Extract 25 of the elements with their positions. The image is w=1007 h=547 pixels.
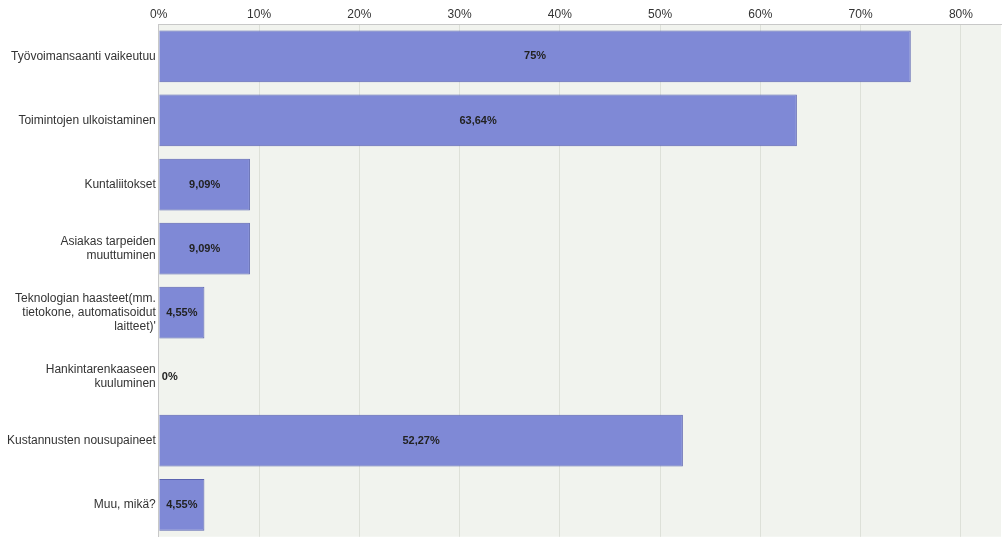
x-tick-label: 70%	[848, 6, 873, 21]
data-label: 4,55%	[166, 497, 198, 510]
x-tick-label: 60%	[748, 6, 773, 21]
y-tick-label: Kustannusten nousupaineet	[6, 433, 157, 448]
data-label: 9,09%	[189, 177, 221, 190]
x-tick-label: 50%	[648, 6, 673, 21]
x-tick-label: 20%	[347, 6, 372, 21]
y-tick-label: Kuntaliitokset	[84, 176, 157, 191]
data-label: 75%	[524, 49, 547, 62]
x-tick-label: 10%	[247, 6, 272, 21]
x-tick-label: 80%	[948, 6, 974, 21]
y-tick-label: Toimintojen ulkoistaminen	[18, 112, 156, 127]
y-tick-label: Asiakas tarpeiden muuttuminen	[60, 233, 156, 263]
data-label: 63,64%	[459, 113, 497, 126]
data-label: 0%	[161, 369, 178, 382]
y-tick-label: Muu, mikä?	[93, 497, 157, 512]
y-tick-label: Teknologian haasteet(mm. tietokone, automatisoidut laitteet)'	[15, 290, 157, 334]
data-label: 4,55%	[166, 305, 198, 318]
y-tick-label: Työvoimansaanti vaikeutuu	[11, 48, 156, 63]
x-tick-label: 30%	[447, 6, 472, 21]
data-label: 52,27%	[402, 433, 440, 446]
y-tick-label: Hankintarenkaaseen kuuluminen	[45, 361, 156, 391]
x-tick-label: 40%	[547, 6, 573, 21]
data-label: 9,09%	[189, 241, 221, 254]
x-tick-label: 0%	[150, 6, 168, 21]
